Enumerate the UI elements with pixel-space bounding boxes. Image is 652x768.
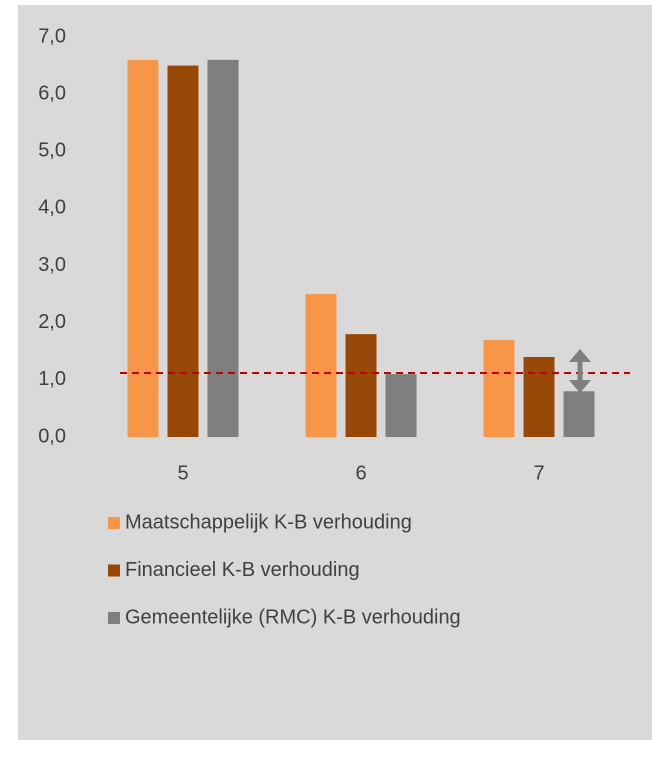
arrow-head: [569, 349, 591, 362]
bar: [523, 357, 555, 437]
legend-label: Gemeentelijke (RMC) K-B verhouding: [125, 606, 461, 628]
legend-label: Financieel K-B verhouding: [125, 559, 360, 581]
bar: [385, 374, 417, 437]
bar: [563, 391, 595, 437]
x-tick-label: 6: [355, 462, 366, 484]
y-tick-label: 7,0: [38, 25, 66, 47]
bar: [483, 339, 515, 437]
y-tick-label: 2,0: [38, 311, 66, 333]
y-tick-label: 5,0: [38, 140, 66, 162]
bar: [127, 59, 159, 437]
bar: [167, 65, 199, 438]
y-tick-label: 0,0: [38, 425, 66, 447]
bar: [207, 59, 239, 437]
y-tick-label: 4,0: [38, 197, 66, 219]
legend-label: Maatschappelijk K-B verhouding: [125, 511, 412, 533]
bar: [305, 294, 337, 437]
bar: [345, 334, 377, 437]
legend-swatch: [108, 612, 120, 624]
x-tick-label: 7: [533, 462, 544, 484]
legend-swatch: [108, 564, 120, 577]
x-tick-label: 5: [177, 462, 188, 484]
y-tick-label: 6,0: [38, 82, 66, 104]
legend-swatch: [108, 517, 120, 529]
arrow-head: [569, 380, 591, 393]
y-tick-label: 3,0: [38, 254, 66, 276]
y-tick-label: 1,0: [38, 368, 66, 390]
